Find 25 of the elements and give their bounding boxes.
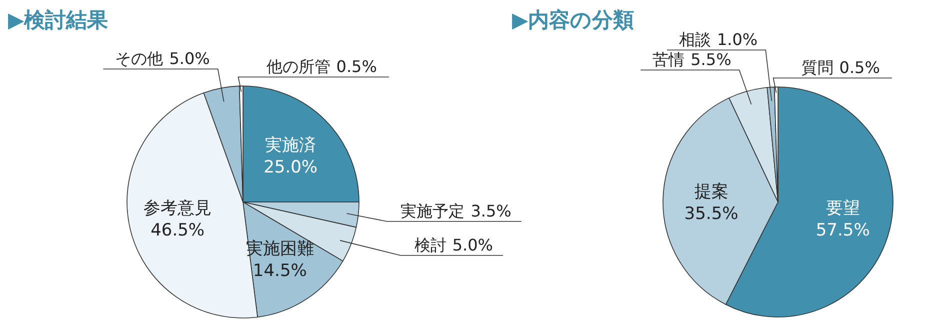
data-label: 46.5% [150, 220, 205, 241]
data-label: 0.5% [839, 58, 880, 77]
chart-title: ▶検討結果 [8, 8, 108, 32]
chart-title: ▶内容の分類 [512, 8, 634, 32]
data-label: 14.5% [252, 261, 307, 282]
data-label: 35.5% [684, 204, 738, 224]
slice-label: 他の所管 [266, 57, 330, 76]
slice-label: 提案 [694, 182, 728, 202]
data-label: 1.0% [716, 30, 758, 49]
slice-label: 実施済 [265, 135, 316, 156]
data-label: 3.5% [470, 201, 512, 220]
data-label: 25.0% [264, 157, 318, 178]
data-label: 5.0% [452, 235, 494, 254]
slice-label: 検討 [414, 235, 446, 254]
slice-label: 質問 [801, 58, 834, 77]
data-label: 5.0% [169, 49, 210, 68]
slice-label: 相談 [678, 30, 711, 49]
slice-label: 参考意見 [144, 198, 212, 219]
slice-label: 苦情 [652, 50, 685, 69]
data-label: 0.5% [336, 57, 377, 76]
slice-label: 要望 [826, 198, 860, 219]
data-label: 5.5% [690, 50, 732, 69]
slice-label: その他 [115, 49, 164, 68]
slice-label: 実施予定 [400, 201, 465, 220]
data-label: 57.5% [816, 220, 870, 241]
